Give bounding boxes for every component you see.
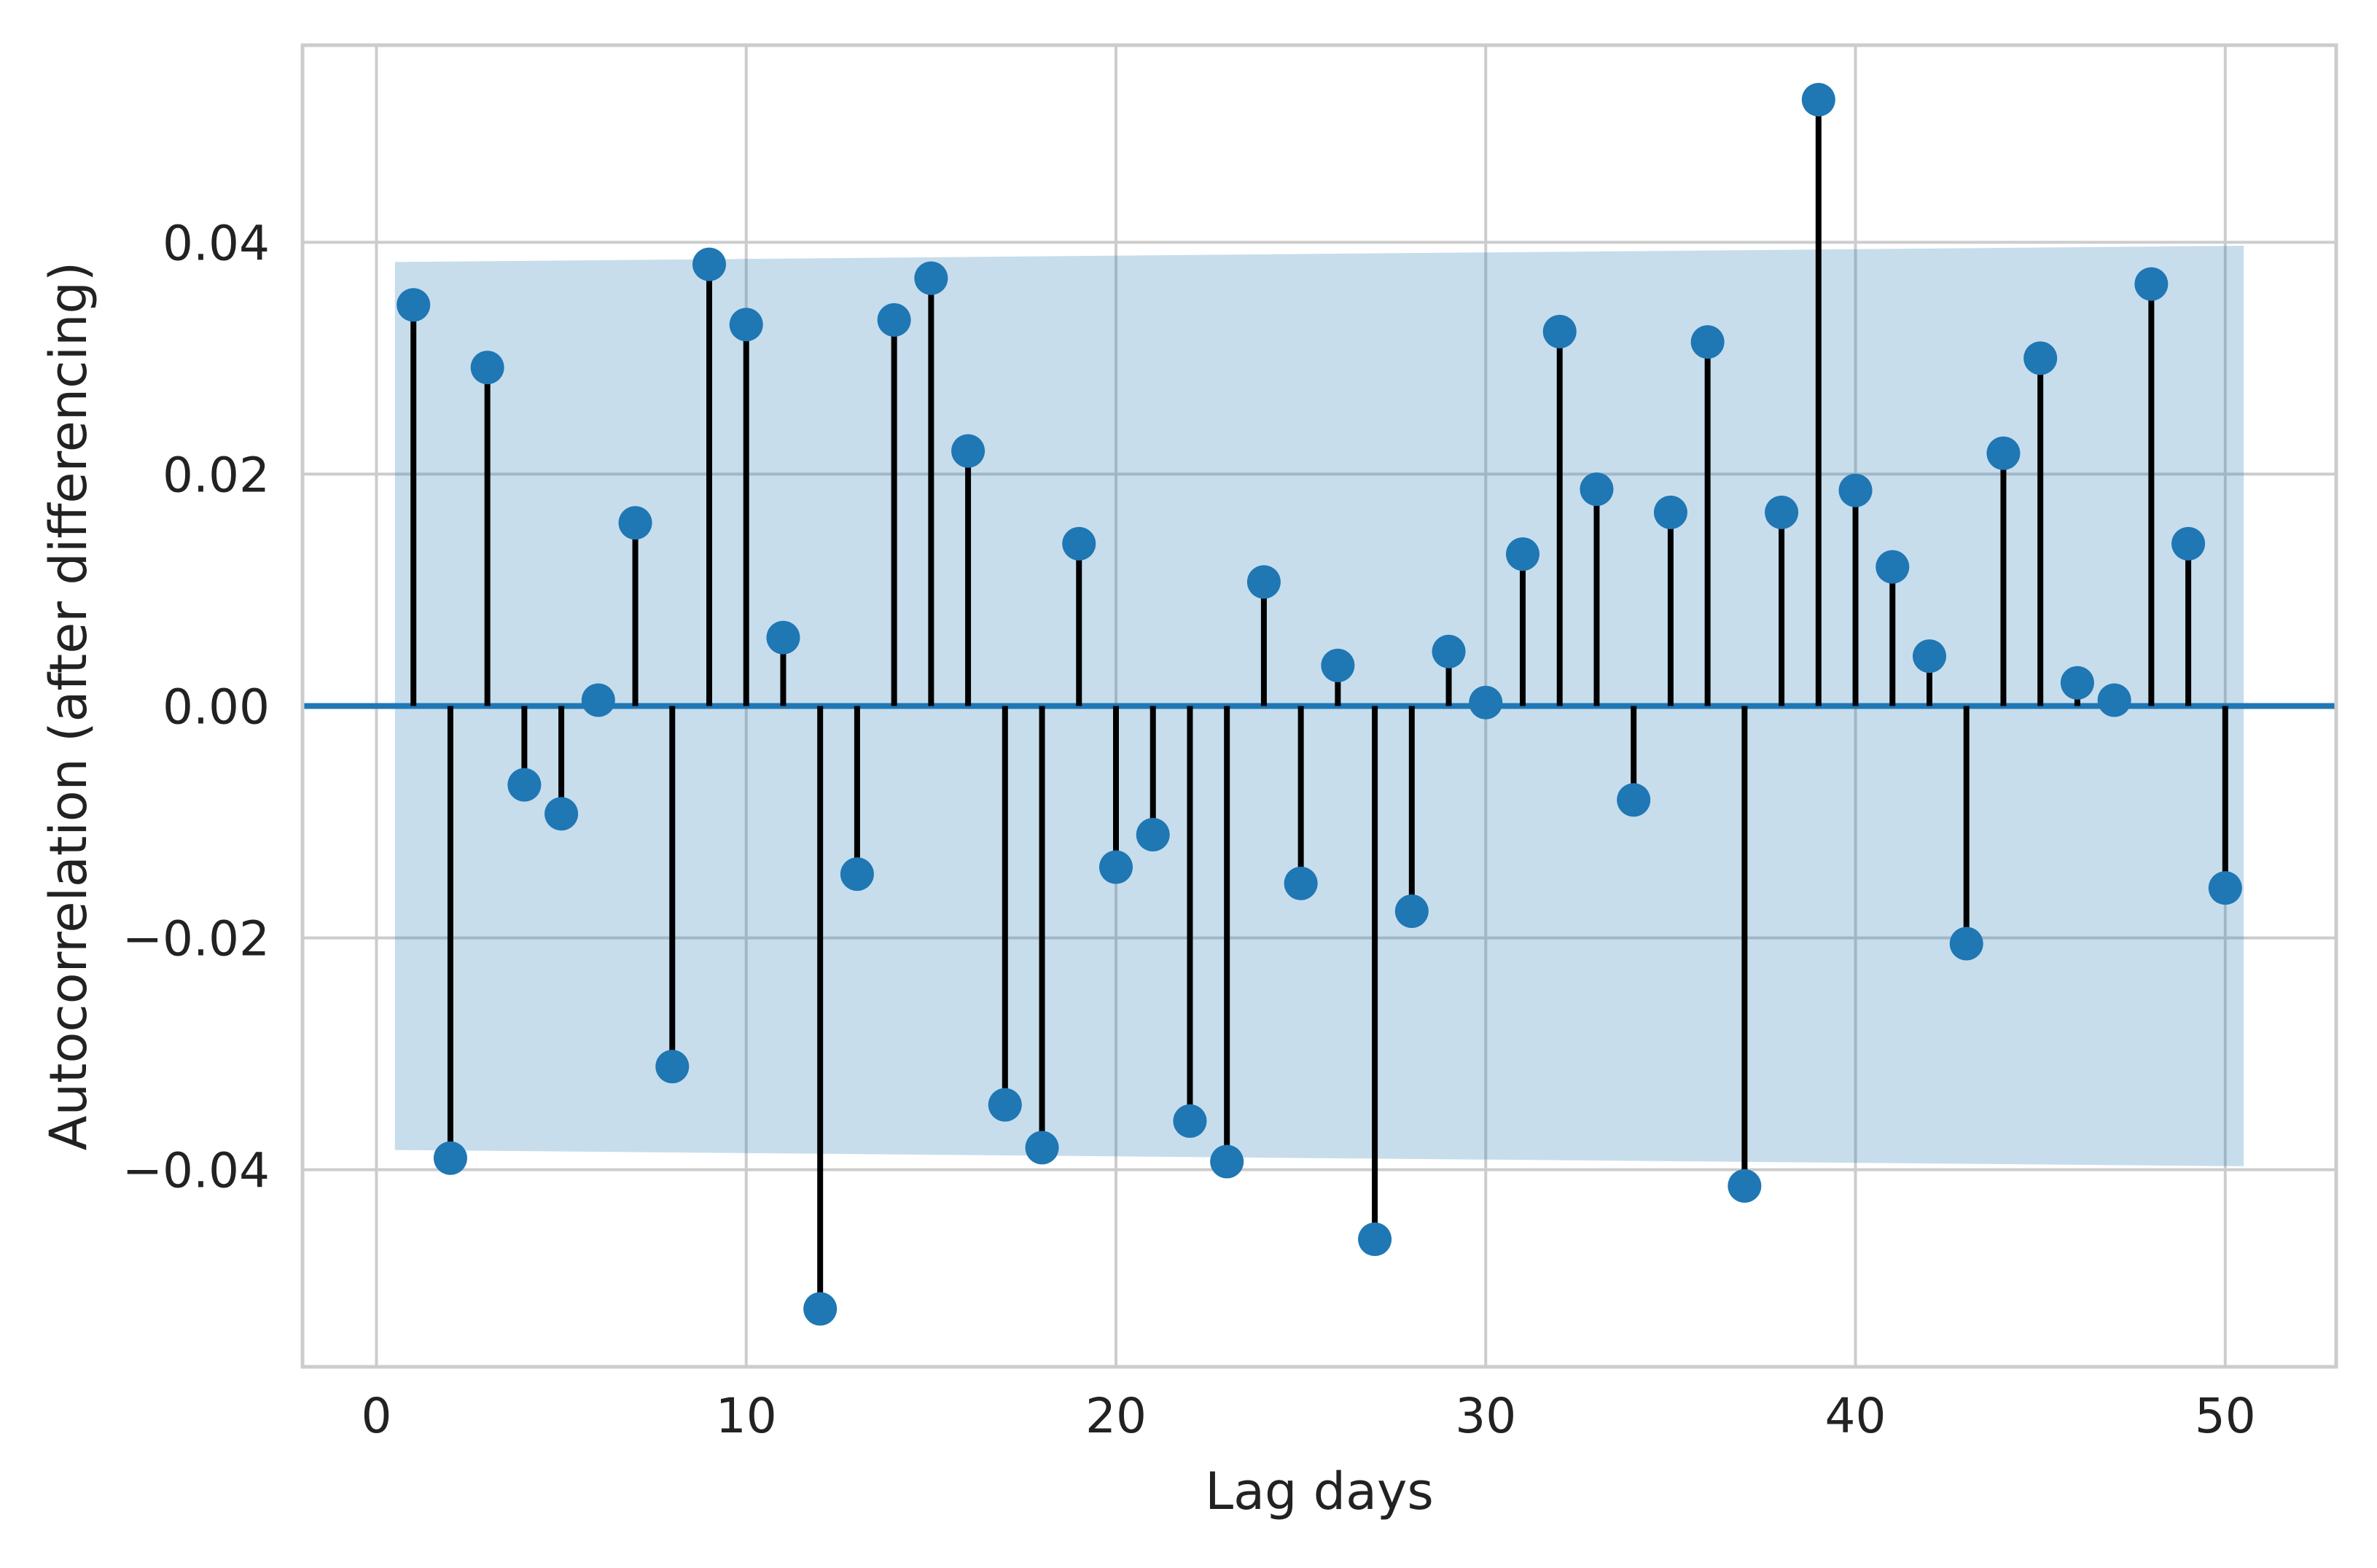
data-point [2060, 666, 2094, 700]
data-point [1949, 927, 1983, 961]
data-point [1506, 537, 1539, 572]
data-point [803, 1292, 838, 1326]
x-tick-label: 20 [1085, 1388, 1147, 1444]
data-point [1986, 436, 2021, 470]
data-point [470, 351, 504, 385]
x-tick-label: 0 [361, 1388, 391, 1444]
data-point [988, 1088, 1022, 1122]
plot-frame [300, 43, 2338, 1369]
data-point [655, 1050, 690, 1084]
data-point [877, 303, 911, 337]
data-point [507, 768, 542, 802]
data-point [545, 797, 579, 831]
data-point [1765, 495, 1799, 529]
data-point [1542, 314, 1577, 348]
y-tick-label: 0.04 [163, 215, 270, 271]
data-point [1469, 685, 1503, 719]
data-point [397, 288, 431, 322]
data-point [581, 683, 615, 717]
data-point [729, 308, 763, 342]
data-point [618, 506, 652, 540]
data-point [1062, 526, 1096, 561]
y-tick-label: 0.02 [163, 447, 270, 503]
data-point [1321, 648, 1355, 682]
data-point [1838, 473, 1873, 507]
data-point [1690, 325, 1725, 359]
data-point [840, 857, 874, 892]
x-tick-label: 40 [1825, 1388, 1886, 1444]
y-tick-label: 0.00 [163, 679, 270, 736]
data-point [2023, 341, 2058, 375]
data-point [2097, 683, 2131, 717]
data-point [433, 1141, 467, 1175]
data-point [692, 247, 726, 281]
x-tick-label: 10 [716, 1388, 777, 1444]
x-tick-label: 30 [1455, 1388, 1516, 1444]
markers-layer [397, 82, 2242, 1326]
data-point [1728, 1169, 1762, 1203]
y-tick-label: −0.02 [122, 911, 270, 967]
data-point [1876, 550, 1910, 584]
tick-labels-layer: 0 10 20 30 40 50 −0.04 −0.02 0.00 0.02 0.04 [122, 215, 2256, 1444]
data-point [1284, 866, 1318, 900]
stems-layer [410, 99, 2228, 1309]
data-point [2171, 526, 2206, 561]
x-axis-label: Lag days [1205, 1462, 1434, 1521]
data-point [1394, 894, 1429, 928]
data-point [1580, 472, 1614, 507]
data-point [1801, 82, 1835, 117]
data-point [1099, 850, 1133, 884]
data-point [1210, 1144, 1244, 1179]
data-point [1617, 783, 1651, 817]
data-point [1913, 639, 1946, 674]
y-axis-label: Autocorrelation (after differencing) [39, 262, 98, 1150]
data-point [766, 620, 800, 655]
data-point [1136, 818, 1170, 852]
data-point [1358, 1222, 1392, 1257]
data-point [1246, 565, 1281, 599]
data-point [1025, 1131, 1059, 1165]
data-point [1173, 1104, 1207, 1138]
data-point [1653, 495, 1687, 529]
x-tick-label: 50 [2195, 1388, 2256, 1444]
data-point [2134, 267, 2169, 301]
data-point [1432, 634, 1466, 668]
data-point [2208, 871, 2242, 905]
y-tick-label: −0.04 [122, 1143, 270, 1199]
data-point [951, 434, 985, 468]
data-point [914, 261, 948, 295]
